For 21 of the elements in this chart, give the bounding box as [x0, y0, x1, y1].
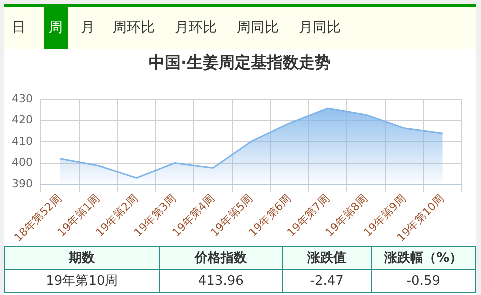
text: -0.59: [372, 270, 476, 292]
text: 周同比: [236, 19, 280, 38]
text: -2.47: [282, 270, 372, 292]
text: 日: [11, 19, 27, 38]
text: 周: [44, 7, 68, 49]
text: 19年第10周: [4, 270, 160, 292]
text: 涨跌幅（%）: [372, 246, 476, 270]
y-tick-label: 420: [12, 114, 33, 127]
y-tick-label: 400: [12, 156, 33, 170]
text: 月环比: [174, 19, 218, 38]
text: 月: [80, 19, 96, 38]
chart-title: 中国·生姜周定基指数走势: [148, 53, 332, 74]
text: 涨跌值: [282, 246, 372, 270]
text: 月同比: [298, 19, 342, 38]
text: 期数: [4, 246, 160, 270]
y-tick-label: 410: [12, 134, 33, 148]
text: 周环比: [112, 19, 156, 38]
text: 价格指数: [160, 246, 282, 270]
y-tick-label: 430: [12, 92, 33, 106]
y-tick-label: 390: [12, 177, 33, 190]
text: 413.96: [160, 270, 282, 292]
